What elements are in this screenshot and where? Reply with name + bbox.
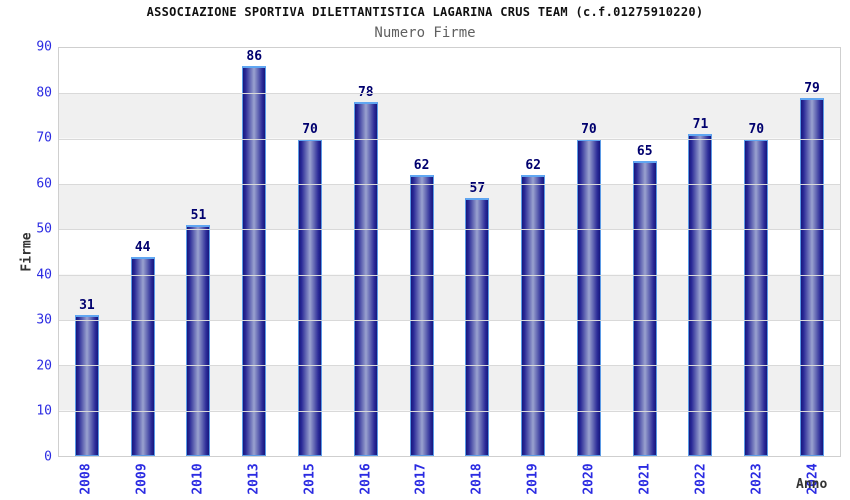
bar (298, 138, 323, 456)
x-tick-slot: 2020 (561, 459, 617, 499)
plot-area: 31 44 51 86 70 78 62 57 62 70 65 71 70 79 (58, 47, 841, 457)
bar (353, 102, 378, 456)
bar-slot: 71 (673, 48, 729, 456)
bar-slot: 62 (394, 48, 450, 456)
x-tick-slot: 2016 (338, 459, 394, 499)
gridline (59, 274, 840, 276)
gridline (59, 183, 840, 185)
x-tick-label: 2021 (637, 463, 653, 495)
y-tick-label: 60 (36, 176, 52, 192)
bar-slot: 70 (561, 48, 617, 456)
x-tick-label: 2017 (413, 463, 429, 495)
gridline (59, 138, 840, 140)
bar-value-label: 65 (636, 144, 653, 160)
chart-subtitle: Numero Firme (374, 25, 476, 41)
y-tick-label: 70 (36, 130, 52, 146)
x-tick-label: 2008 (78, 463, 94, 495)
bar-slot: 65 (617, 48, 673, 456)
x-tick-label: 2022 (693, 463, 709, 495)
bar (744, 138, 769, 456)
x-tick-slot: 2010 (170, 459, 226, 499)
bar (576, 138, 601, 456)
gridline (59, 229, 840, 231)
bar-value-label: 62 (413, 157, 430, 173)
y-tick-label: 20 (36, 358, 52, 374)
chart-header: ASSOCIAZIONE SPORTIVA DILETTANTISTICA LA… (0, 5, 850, 41)
y-axis-label: Firme (19, 232, 35, 272)
bar (800, 97, 825, 456)
x-tick-label: 2009 (134, 463, 150, 495)
bar-value-label: 44 (134, 239, 151, 255)
x-tick-slot: 2022 (673, 459, 729, 499)
bar (242, 66, 267, 456)
x-tick-slot: 2008 (58, 459, 114, 499)
bar-value-label: 70 (581, 121, 597, 137)
bar (409, 174, 434, 456)
bar-value-label: 31 (79, 298, 95, 314)
x-tick-label: 2020 (581, 463, 597, 495)
y-tick-label: 80 (36, 85, 52, 101)
bar-slot: 57 (449, 48, 505, 456)
gridline (59, 93, 840, 95)
y-tick-label: 50 (36, 221, 52, 237)
bar-slot: 44 (115, 48, 171, 456)
bar-slot: 62 (505, 48, 561, 456)
bar-value-label: 78 (357, 85, 374, 101)
y-tick-label: 30 (36, 312, 52, 328)
x-tick-label: 2023 (749, 463, 765, 495)
x-tick-slot: 2023 (729, 459, 785, 499)
bar-value-label: 86 (246, 49, 263, 65)
y-tick-label: 10 (36, 403, 52, 419)
bar-slot: 31 (59, 48, 115, 456)
y-axis-ticks: 0 10 20 30 40 50 60 70 80 90 (0, 41, 52, 464)
bar-value-label: 70 (748, 121, 765, 137)
x-labels-row: 2008 2009 2010 2013 2015 2016 2017 2018 2019 2020… (58, 459, 841, 499)
bar (130, 256, 155, 456)
bar-value-label: 79 (804, 80, 820, 96)
bar-value-label: 70 (302, 121, 318, 137)
y-tick-label: 0 (44, 449, 52, 465)
x-tick-slot: 2009 (114, 459, 170, 499)
x-tick-slot: 2019 (505, 459, 561, 499)
x-tick-slot: 2021 (617, 459, 673, 499)
x-tick-label: 2010 (190, 463, 206, 495)
bar-slot: 70 (282, 48, 338, 456)
x-axis-label: Anno (796, 477, 828, 492)
bar (186, 224, 211, 456)
gridline (59, 410, 840, 412)
bar (521, 174, 546, 456)
x-tick-label: 2019 (525, 463, 541, 495)
y-tick-label: 40 (36, 267, 52, 283)
bar-slot: 70 (728, 48, 784, 456)
x-tick-slot: 2015 (282, 459, 338, 499)
bar (688, 134, 713, 456)
bar-slot: 78 (338, 48, 394, 456)
bar-slot: 79 (784, 48, 840, 456)
x-tick-slot: 2013 (226, 459, 282, 499)
bar (632, 161, 657, 456)
x-tick-label: 2016 (358, 463, 374, 495)
x-tick-label: 2018 (469, 463, 485, 495)
bar (465, 197, 490, 456)
bars-row: 31 44 51 86 70 78 62 57 62 70 65 71 70 79 (59, 48, 840, 456)
bar-value-label: 71 (692, 117, 709, 133)
bar (74, 315, 99, 456)
x-tick-label: 2015 (302, 463, 318, 495)
chart-title: ASSOCIAZIONE SPORTIVA DILETTANTISTICA LA… (146, 5, 704, 19)
bar-value-label: 51 (190, 207, 207, 223)
bar-value-label: 62 (525, 157, 541, 173)
gridline (59, 365, 840, 367)
gridline (59, 319, 840, 321)
y-tick-label: 90 (36, 39, 52, 55)
x-tick-slot: 2017 (394, 459, 450, 499)
bar-slot: 86 (226, 48, 282, 456)
bar-slot: 51 (171, 48, 227, 456)
x-tick-slot: 2018 (449, 459, 505, 499)
x-tick-label: 2013 (246, 463, 262, 495)
